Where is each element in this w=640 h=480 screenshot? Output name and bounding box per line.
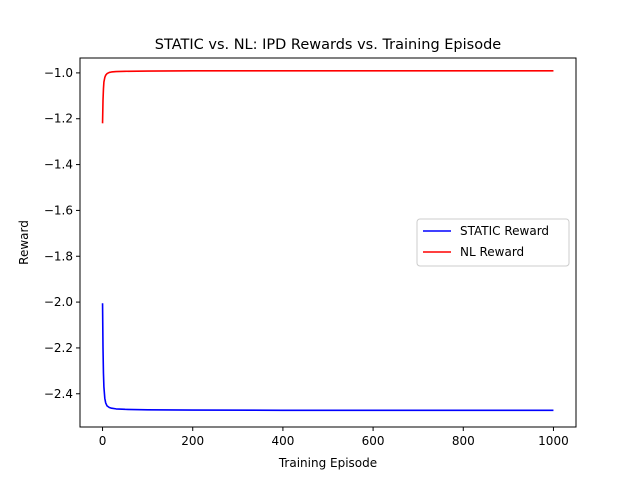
x-axis: 0 200 400 600 800 1000 xyxy=(99,427,569,448)
chart-title: STATIC vs. NL: IPD Rewards vs. Training … xyxy=(155,37,502,53)
x-axis-title: Training Episode xyxy=(278,456,377,470)
y-tick-label: −1.8 xyxy=(44,249,73,263)
x-tick-label: 400 xyxy=(271,434,294,448)
y-tick-label: −2.0 xyxy=(44,295,73,309)
y-tick-label: −2.4 xyxy=(44,387,73,401)
legend: STATIC Reward NL Reward xyxy=(416,218,570,267)
plot-series xyxy=(101,70,554,412)
series-line-1 xyxy=(101,70,554,124)
x-tick-label: 0 xyxy=(99,434,107,448)
y-tick-label: −1.4 xyxy=(44,158,73,172)
legend-label: NL Reward xyxy=(460,245,524,259)
y-tick-label: −1.6 xyxy=(44,203,73,217)
x-tick-label: 200 xyxy=(181,434,204,448)
y-axis-title: Reward xyxy=(17,220,31,265)
series-line-0 xyxy=(101,303,554,412)
y-tick-label: −1.2 xyxy=(44,112,73,126)
x-tick-label: 1000 xyxy=(538,434,569,448)
plot-frame xyxy=(79,57,577,428)
y-axis: −1.0 −1.2 −1.4 −1.6 −1.8 −2.0 −2.2 −2.4 xyxy=(44,66,80,401)
legend-label: STATIC Reward xyxy=(460,224,549,238)
x-tick-label: 800 xyxy=(452,434,475,448)
x-tick-label: 600 xyxy=(362,434,385,448)
y-tick-label: −2.2 xyxy=(44,341,73,355)
legend-box xyxy=(416,218,570,267)
y-tick-label: −1.0 xyxy=(44,66,73,80)
